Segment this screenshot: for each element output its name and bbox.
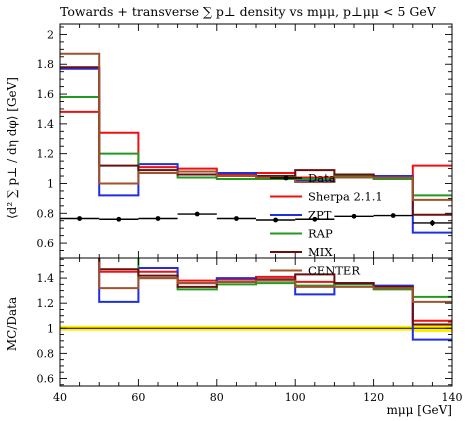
data-point	[234, 216, 239, 221]
y-tick-label: 1.8	[37, 58, 55, 71]
y-tick-label: 0.8	[37, 347, 55, 360]
chart-title: Towards + transverse ∑ p⊥ density vs mμμ…	[60, 4, 437, 19]
series-line-sherpa-2-1-1	[60, 110, 452, 179]
legend: Data Sherpa 2.1.1 ZPT RAP MIX CENTER	[270, 171, 383, 278]
legend-label: ZPT	[308, 208, 332, 222]
y-tick-label: 1.4	[37, 118, 55, 131]
series-line-mix	[60, 66, 452, 216]
y-tick-label: 0.8	[37, 207, 55, 220]
data-point	[194, 211, 200, 217]
y-tick-label: 2	[47, 28, 54, 41]
legend-label: RAP	[308, 227, 333, 241]
y-tick-label: 1	[47, 322, 54, 335]
series-line-sherpa-2-1-1	[98, 258, 452, 322]
data-point	[312, 216, 318, 222]
y-tick-label: 1.2	[37, 148, 55, 161]
series-line-center	[60, 52, 452, 201]
main-plot-panel: 0.6 0.8 1 1.2 1.4 1.6 1.8 2	[37, 23, 453, 259]
data-point	[155, 216, 161, 221]
y-tick-label: 1.2	[37, 297, 55, 310]
x-tick-label: 120	[363, 391, 384, 404]
y-tick-label: 1.6	[37, 88, 55, 101]
data-point	[390, 213, 396, 218]
series-line-center	[98, 258, 452, 303]
legend-label-data: Data	[308, 171, 336, 185]
x-tick-label: 100	[285, 391, 306, 404]
data-point	[77, 216, 82, 221]
x-tick-label: 60	[131, 391, 145, 404]
x-tick-label: 80	[210, 391, 224, 404]
series-line-zpt	[60, 67, 452, 234]
y-tick-label: 0.6	[37, 237, 55, 250]
legend-label: MIX	[308, 245, 333, 259]
x-tick-label: 40	[53, 391, 67, 404]
series-line-mix	[98, 258, 452, 326]
legend-marker-data	[283, 175, 289, 181]
series-line-rap	[60, 96, 452, 197]
y-tick-label: 0.6	[37, 372, 55, 385]
panel-frame	[59, 23, 453, 259]
data-point	[351, 213, 357, 219]
y-tick-label: 1	[47, 177, 54, 190]
top-y-axis-label: ⟨d² ∑ p⊥ / dη dφ⟩ [GeV]	[5, 77, 19, 219]
y-tick-label: 1.4	[37, 272, 55, 285]
ratio-plot-panel: 0.6 0.8 1 1.2 1.4 40 60 80 100 120 140	[37, 257, 463, 404]
legend-label: Sherpa 2.1.1	[308, 190, 383, 204]
data-point	[430, 220, 435, 226]
data-point	[273, 217, 278, 223]
legend-label: CENTER	[308, 264, 360, 278]
bottom-y-axis-label: MC/Data	[5, 297, 19, 351]
x-axis-label: mμμ [GeV]	[386, 403, 452, 417]
x-tick-label: 140	[442, 391, 463, 404]
data-point	[116, 216, 122, 222]
series-line-zpt	[98, 258, 452, 341]
